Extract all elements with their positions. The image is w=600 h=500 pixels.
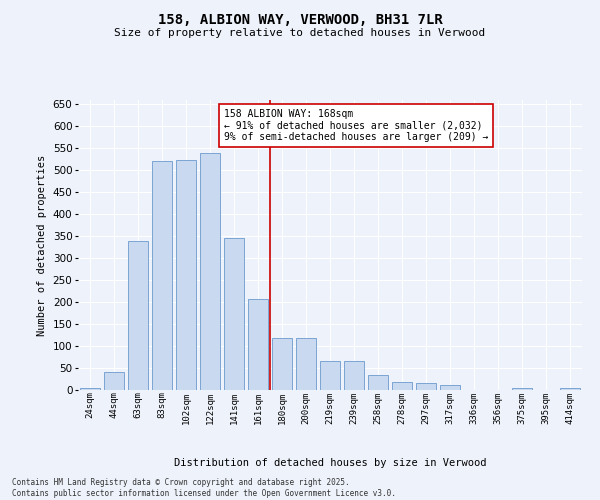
Bar <box>224 238 244 390</box>
Text: Distribution of detached houses by size in Verwood: Distribution of detached houses by size … <box>174 458 486 468</box>
Y-axis label: Number of detached properties: Number of detached properties <box>37 154 47 336</box>
Bar <box>200 152 220 390</box>
Bar <box>296 338 316 390</box>
Bar <box>344 362 364 390</box>
Bar <box>440 384 460 390</box>
Text: Size of property relative to detached houses in Verwood: Size of property relative to detached ho… <box>115 28 485 38</box>
Bar <box>560 388 580 390</box>
Bar <box>152 160 172 390</box>
Bar <box>176 160 196 390</box>
Bar <box>272 338 292 390</box>
Text: 158, ALBION WAY, VERWOOD, BH31 7LR: 158, ALBION WAY, VERWOOD, BH31 7LR <box>158 12 442 26</box>
Text: Contains HM Land Registry data © Crown copyright and database right 2025.
Contai: Contains HM Land Registry data © Crown c… <box>12 478 396 498</box>
Bar <box>248 299 268 390</box>
Bar <box>320 362 340 390</box>
Bar <box>392 382 412 390</box>
Bar <box>128 240 148 390</box>
Bar <box>104 372 124 390</box>
Bar <box>512 388 532 390</box>
Bar <box>368 374 388 390</box>
Bar <box>80 388 100 390</box>
Text: 158 ALBION WAY: 168sqm
← 91% of detached houses are smaller (2,032)
9% of semi-d: 158 ALBION WAY: 168sqm ← 91% of detached… <box>224 108 488 142</box>
Bar <box>416 384 436 390</box>
